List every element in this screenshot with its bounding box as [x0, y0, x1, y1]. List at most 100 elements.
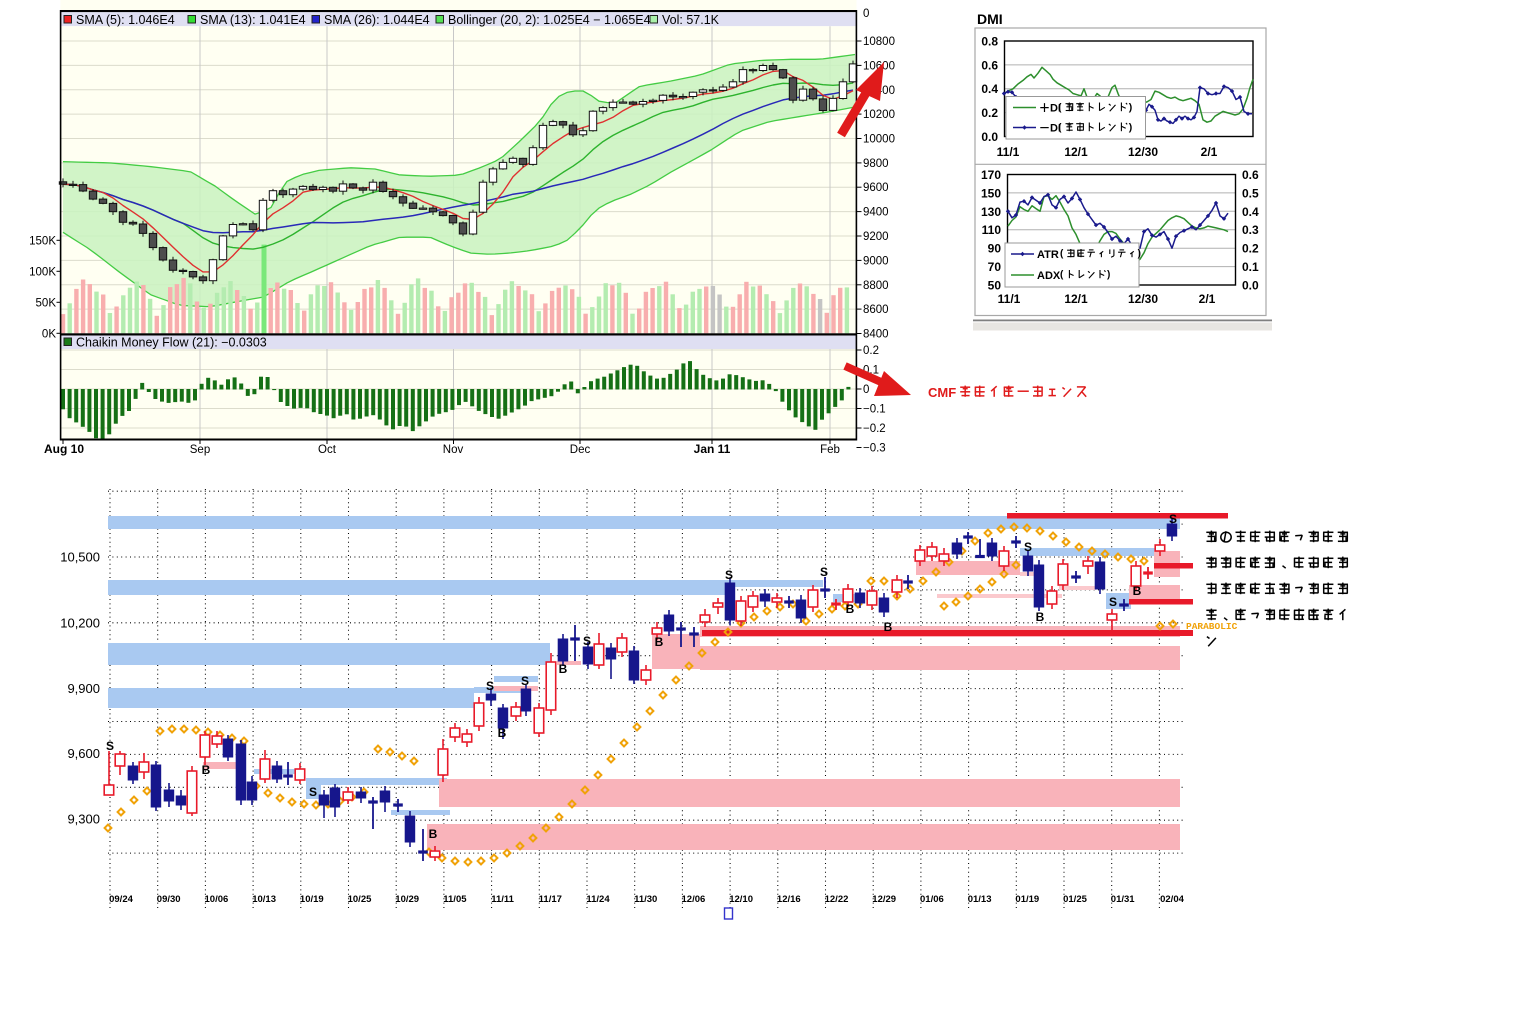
svg-text:8400: 8400 [863, 329, 889, 341]
svg-text:11/05: 11/05 [443, 894, 467, 905]
svg-text:−0.2: −0.2 [863, 423, 886, 435]
svg-text:10800: 10800 [863, 36, 895, 48]
svg-text:−0.3: −0.3 [863, 443, 886, 455]
svg-text:9000: 9000 [863, 255, 889, 267]
svg-text:Dec: Dec [570, 444, 591, 456]
svg-text:B: B [846, 602, 855, 616]
svg-text:11/17: 11/17 [539, 894, 562, 905]
svg-text:S: S [309, 785, 317, 799]
svg-text:S: S [820, 565, 828, 579]
svg-text:10/06: 10/06 [205, 894, 229, 905]
svg-text:(: ( [1060, 249, 1064, 260]
svg-text:0.0: 0.0 [981, 130, 998, 144]
svg-text:B: B [1036, 610, 1045, 624]
svg-text:ATR: ATR [1037, 249, 1059, 261]
svg-text:10200: 10200 [863, 109, 895, 121]
svg-text:Sep: Sep [190, 444, 210, 456]
svg-text:150K: 150K [29, 235, 56, 247]
svg-text:170: 170 [981, 168, 1001, 182]
svg-text:S: S [1169, 512, 1177, 526]
svg-text:): ) [1107, 270, 1110, 281]
svg-text:B: B [429, 827, 438, 841]
svg-text:S: S [1109, 595, 1117, 609]
svg-text:(: ( [1060, 270, 1064, 281]
svg-text:10/19: 10/19 [300, 894, 324, 905]
svg-text:10000: 10000 [863, 134, 895, 146]
svg-text:0.8: 0.8 [981, 35, 998, 49]
svg-text:0.6: 0.6 [1242, 168, 1259, 182]
svg-text:01/13: 01/13 [968, 894, 992, 905]
svg-text:12/1: 12/1 [1064, 292, 1088, 306]
svg-text:S: S [1024, 540, 1032, 554]
svg-text:150: 150 [981, 186, 1001, 200]
svg-text:B: B [202, 763, 211, 777]
svg-text:0.4: 0.4 [1242, 205, 1259, 219]
svg-text:09/24: 09/24 [109, 894, 133, 905]
svg-text:B: B [884, 620, 893, 634]
svg-text:130: 130 [981, 205, 1001, 219]
svg-text:0: 0 [863, 8, 869, 20]
svg-text:0.2: 0.2 [1242, 242, 1259, 256]
svg-text:11/24: 11/24 [586, 894, 610, 905]
svg-text:SMA (5): 1.046E4: SMA (5): 1.046E4 [76, 13, 175, 27]
svg-text:12/30: 12/30 [1128, 145, 1158, 159]
svg-text:9,600: 9,600 [67, 746, 100, 761]
svg-text:Oct: Oct [318, 444, 337, 456]
svg-text:0.3: 0.3 [1242, 223, 1259, 237]
svg-text:8800: 8800 [863, 280, 889, 292]
svg-text:ADX: ADX [1037, 270, 1061, 282]
svg-text:9800: 9800 [863, 158, 889, 170]
svg-text:70: 70 [988, 260, 1002, 274]
svg-text:S: S [106, 739, 114, 753]
svg-text:DMI: DMI [977, 11, 1003, 27]
svg-text:12/29: 12/29 [872, 894, 896, 905]
svg-text:S: S [486, 679, 494, 693]
svg-text:12/1: 12/1 [1064, 145, 1088, 159]
svg-text:12/10: 12/10 [729, 894, 753, 905]
svg-text:11/1: 11/1 [998, 292, 1021, 306]
svg-text:12/22: 12/22 [825, 894, 849, 905]
svg-text:100K: 100K [29, 266, 56, 278]
svg-text:12/30: 12/30 [1128, 292, 1158, 306]
svg-text:12/06: 12/06 [682, 894, 706, 905]
svg-text:01/06: 01/06 [920, 894, 944, 905]
svg-text:10,200: 10,200 [60, 616, 100, 631]
svg-text:＋DI: ＋DI [1039, 103, 1061, 115]
svg-text:CMF: CMF [928, 385, 956, 400]
svg-text:10,500: 10,500 [60, 550, 100, 565]
svg-text:): ) [1129, 122, 1133, 134]
svg-text:10/29: 10/29 [395, 894, 419, 905]
svg-text:): ) [1138, 249, 1141, 260]
svg-text:Bollinger (20, 2): 1.025E4 − 1: Bollinger (20, 2): 1.025E4 − 1.065E4 [448, 13, 651, 27]
svg-text:(: ( [1058, 122, 1062, 134]
svg-text:10/13: 10/13 [252, 894, 276, 905]
svg-text:－DI: －DI [1039, 123, 1061, 135]
svg-text:Nov: Nov [443, 444, 464, 456]
svg-text:PARABOLIC: PARABOLIC [1186, 621, 1238, 632]
svg-text:−0.1: −0.1 [863, 404, 886, 416]
svg-text:9600: 9600 [863, 182, 889, 194]
svg-text:0.1: 0.1 [1242, 260, 1259, 274]
svg-text:10600: 10600 [863, 60, 895, 72]
svg-text:(: ( [1058, 102, 1062, 114]
svg-text:B: B [559, 662, 568, 676]
svg-text:SMA (26): 1.044E4: SMA (26): 1.044E4 [324, 13, 430, 27]
svg-text:0.2: 0.2 [981, 106, 998, 120]
svg-text:SMA (13): 1.041E4: SMA (13): 1.041E4 [200, 13, 306, 27]
svg-text:11/1: 11/1 [997, 145, 1020, 159]
svg-text:0: 0 [863, 384, 869, 396]
svg-text:B: B [1133, 584, 1142, 598]
svg-text:S: S [521, 674, 529, 688]
svg-text:Vol: 57.1K: Vol: 57.1K [662, 13, 720, 27]
svg-text:B: B [498, 726, 507, 740]
svg-text:9,300: 9,300 [67, 812, 100, 827]
svg-text:11/11: 11/11 [491, 894, 514, 905]
svg-text:9200: 9200 [863, 231, 889, 243]
svg-text:0.0: 0.0 [1242, 279, 1259, 293]
svg-text:01/25: 01/25 [1063, 894, 1087, 905]
svg-text:Aug 10: Aug 10 [44, 442, 84, 456]
svg-text:B: B [655, 635, 664, 649]
svg-text:9,900: 9,900 [67, 681, 100, 696]
svg-text:90: 90 [988, 242, 1002, 256]
svg-text:Feb: Feb [820, 444, 840, 456]
